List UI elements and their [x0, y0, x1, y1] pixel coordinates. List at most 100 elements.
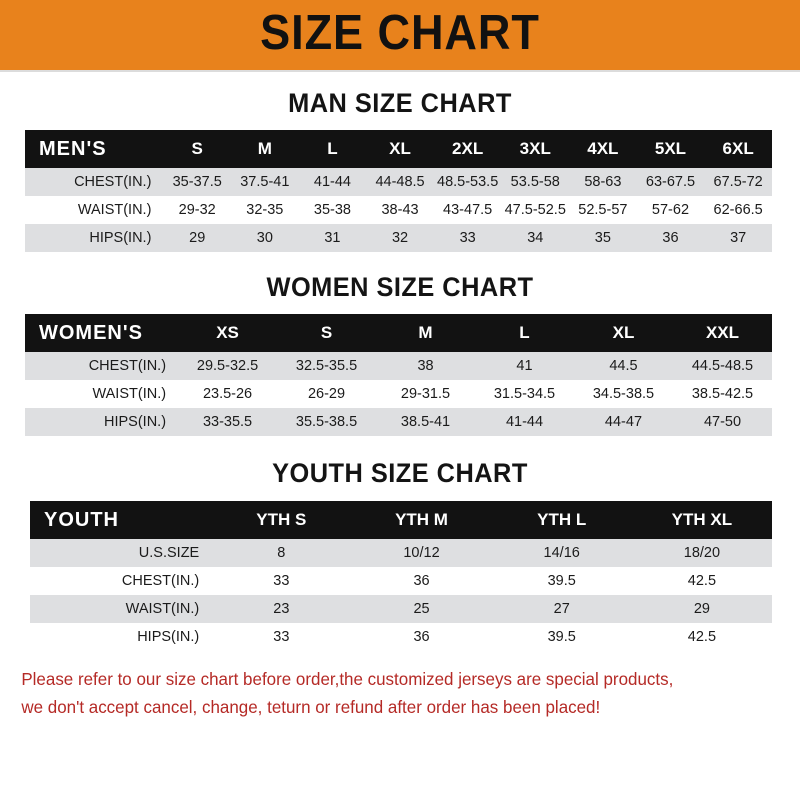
man-column-header: XL: [366, 130, 434, 168]
youth-cell: 27: [491, 595, 632, 623]
women-table-wrap: WOMEN'S XS S M L XL XXL CHEST(IN.) 29.5-32.5 32.…: [0, 314, 800, 436]
women-cell: 44.5: [573, 352, 673, 380]
women-cell: 44-47: [573, 408, 673, 436]
youth-cell: 29: [631, 595, 772, 623]
women-row-label: CHEST(IN.): [25, 352, 179, 380]
man-column-header: 6XL: [704, 130, 772, 168]
youth-row-label: U.S.SIZE: [30, 539, 212, 567]
man-cell: 34: [501, 224, 570, 252]
women-cell: 38.5-42.5: [672, 380, 772, 408]
youth-cell: 33: [211, 623, 352, 651]
women-cell: 34.5-38.5: [573, 380, 673, 408]
youth-column-header: YTH S: [211, 501, 352, 539]
women-cell: 33-35.5: [178, 408, 278, 436]
man-table-wrap: MEN'S S M L XL 2XL 3XL 4XL 5XL 6XL CHEST(IN.) 35-3…: [0, 130, 800, 252]
man-cell: 37: [704, 224, 772, 252]
man-cell: 41-44: [298, 168, 367, 196]
youth-table-head: YOUTH YTH S YTH M YTH L YTH XL: [30, 501, 772, 539]
women-cell: 31.5-34.5: [475, 380, 574, 408]
man-cell: 32-35: [231, 196, 299, 224]
women-column-header: XL: [573, 314, 673, 352]
man-header-row: MEN'S S M L XL 2XL 3XL 4XL 5XL 6XL: [25, 130, 772, 168]
man-cell: 43-47.5: [433, 196, 502, 224]
man-cell: 67.5-72: [704, 168, 772, 196]
man-table-head: MEN'S S M L XL 2XL 3XL 4XL 5XL 6XL: [25, 130, 772, 168]
youth-cell: 23: [211, 595, 352, 623]
women-table-body: CHEST(IN.) 29.5-32.5 32.5-35.5 38 41 44.5 44.5…: [25, 352, 772, 436]
women-cell: 38.5-41: [376, 408, 475, 436]
man-cell: 29-32: [163, 196, 232, 224]
youth-cell: 42.5: [631, 623, 772, 651]
women-table-row: CHEST(IN.) 29.5-32.5 32.5-35.5 38 41 44.5 44.5…: [25, 352, 772, 380]
disclaimer-line-2: we don't accept cancel, change, teturn o…: [21, 697, 601, 718]
women-cell: 35.5-38.5: [277, 408, 377, 436]
women-cell: 41: [475, 352, 574, 380]
women-row-label: WAIST(IN.): [25, 380, 179, 408]
women-column-header: XS: [178, 314, 278, 352]
youth-cell: 14/16: [491, 539, 632, 567]
man-size-table: MEN'S S M L XL 2XL 3XL 4XL 5XL 6XL CHEST(IN.) 35-3…: [25, 130, 772, 252]
youth-table-wrap: YOUTH YTH S YTH M YTH L YTH XL U.S.SIZE 8 10/1…: [0, 501, 800, 651]
women-cell: 38: [376, 352, 475, 380]
page-banner: SIZE CHART: [0, 0, 800, 72]
youth-cell: 33: [211, 567, 352, 595]
women-cell: 41-44: [475, 408, 574, 436]
women-corner-label: WOMEN'S: [25, 314, 179, 352]
man-cell: 33: [433, 224, 502, 252]
youth-cell: 10/12: [351, 539, 492, 567]
man-section-title: MAN SIZE CHART: [288, 88, 512, 118]
man-cell: 35-37.5: [163, 168, 232, 196]
women-column-header: XXL: [672, 314, 772, 352]
women-table-row: WAIST(IN.) 23.5-26 26-29 29-31.5 31.5-34.5 34…: [25, 380, 772, 408]
man-cell: 44-48.5: [366, 168, 434, 196]
man-cell: 38-43: [366, 196, 434, 224]
man-cell: 36: [636, 224, 705, 252]
man-cell: 63-67.5: [636, 168, 705, 196]
man-table-row: WAIST(IN.) 29-32 32-35 35-38 38-43 43-47.5 47.…: [25, 196, 772, 224]
man-cell: 62-66.5: [704, 196, 772, 224]
man-row-label: HIPS(IN.): [25, 224, 164, 252]
women-table-row: HIPS(IN.) 33-35.5 35.5-38.5 38.5-41 41-44 44-…: [25, 408, 772, 436]
women-cell: 44.5-48.5: [672, 352, 772, 380]
youth-cell: 39.5: [491, 623, 632, 651]
youth-cell: 8: [211, 539, 352, 567]
man-cell: 31: [298, 224, 367, 252]
women-row-label: HIPS(IN.): [25, 408, 179, 436]
man-table-body: CHEST(IN.) 35-37.5 37.5-41 41-44 44-48.5 48.5…: [25, 168, 772, 252]
women-section-title: WOMEN SIZE CHART: [266, 272, 534, 302]
women-header-row: WOMEN'S XS S M L XL XXL: [25, 314, 772, 352]
man-column-header: L: [298, 130, 367, 168]
man-cell: 52.5-57: [569, 196, 637, 224]
youth-cell: 25: [351, 595, 492, 623]
man-column-header: 3XL: [501, 130, 570, 168]
women-size-table: WOMEN'S XS S M L XL XXL CHEST(IN.) 29.5-32.5 32.…: [25, 314, 772, 436]
man-cell: 47.5-52.5: [501, 196, 570, 224]
man-cell: 35-38: [298, 196, 367, 224]
man-cell: 30: [231, 224, 299, 252]
man-cell: 32: [366, 224, 434, 252]
order-disclaimer: Please refer to our size chart before or…: [0, 665, 776, 722]
youth-cell: 36: [351, 623, 492, 651]
youth-row-label: HIPS(IN.): [30, 623, 212, 651]
youth-row-label: WAIST(IN.): [30, 595, 212, 623]
women-cell: 26-29: [277, 380, 377, 408]
man-column-header: S: [163, 130, 232, 168]
man-column-header: 4XL: [569, 130, 637, 168]
man-row-label: WAIST(IN.): [25, 196, 164, 224]
youth-table-row: HIPS(IN.) 33 36 39.5 42.5: [30, 623, 772, 651]
youth-table-row: WAIST(IN.) 23 25 27 29: [30, 595, 772, 623]
women-cell: 32.5-35.5: [277, 352, 377, 380]
women-cell: 29.5-32.5: [178, 352, 278, 380]
banner-title: SIZE CHART: [260, 6, 540, 60]
man-column-header: M: [231, 130, 299, 168]
women-column-header: L: [475, 314, 574, 352]
youth-column-header: YTH XL: [631, 501, 772, 539]
youth-header-row: YOUTH YTH S YTH M YTH L YTH XL: [30, 501, 772, 539]
youth-corner-label: YOUTH: [30, 501, 212, 539]
man-row-label: CHEST(IN.): [25, 168, 164, 196]
youth-size-table: YOUTH YTH S YTH M YTH L YTH XL U.S.SIZE 8 10/1…: [30, 501, 772, 651]
youth-table-body: U.S.SIZE 8 10/12 14/16 18/20 CHEST(IN.) 33 36 39…: [30, 539, 772, 651]
women-column-header: M: [376, 314, 475, 352]
man-table-row: HIPS(IN.) 29 30 31 32 33 34 35 36 37: [25, 224, 772, 252]
